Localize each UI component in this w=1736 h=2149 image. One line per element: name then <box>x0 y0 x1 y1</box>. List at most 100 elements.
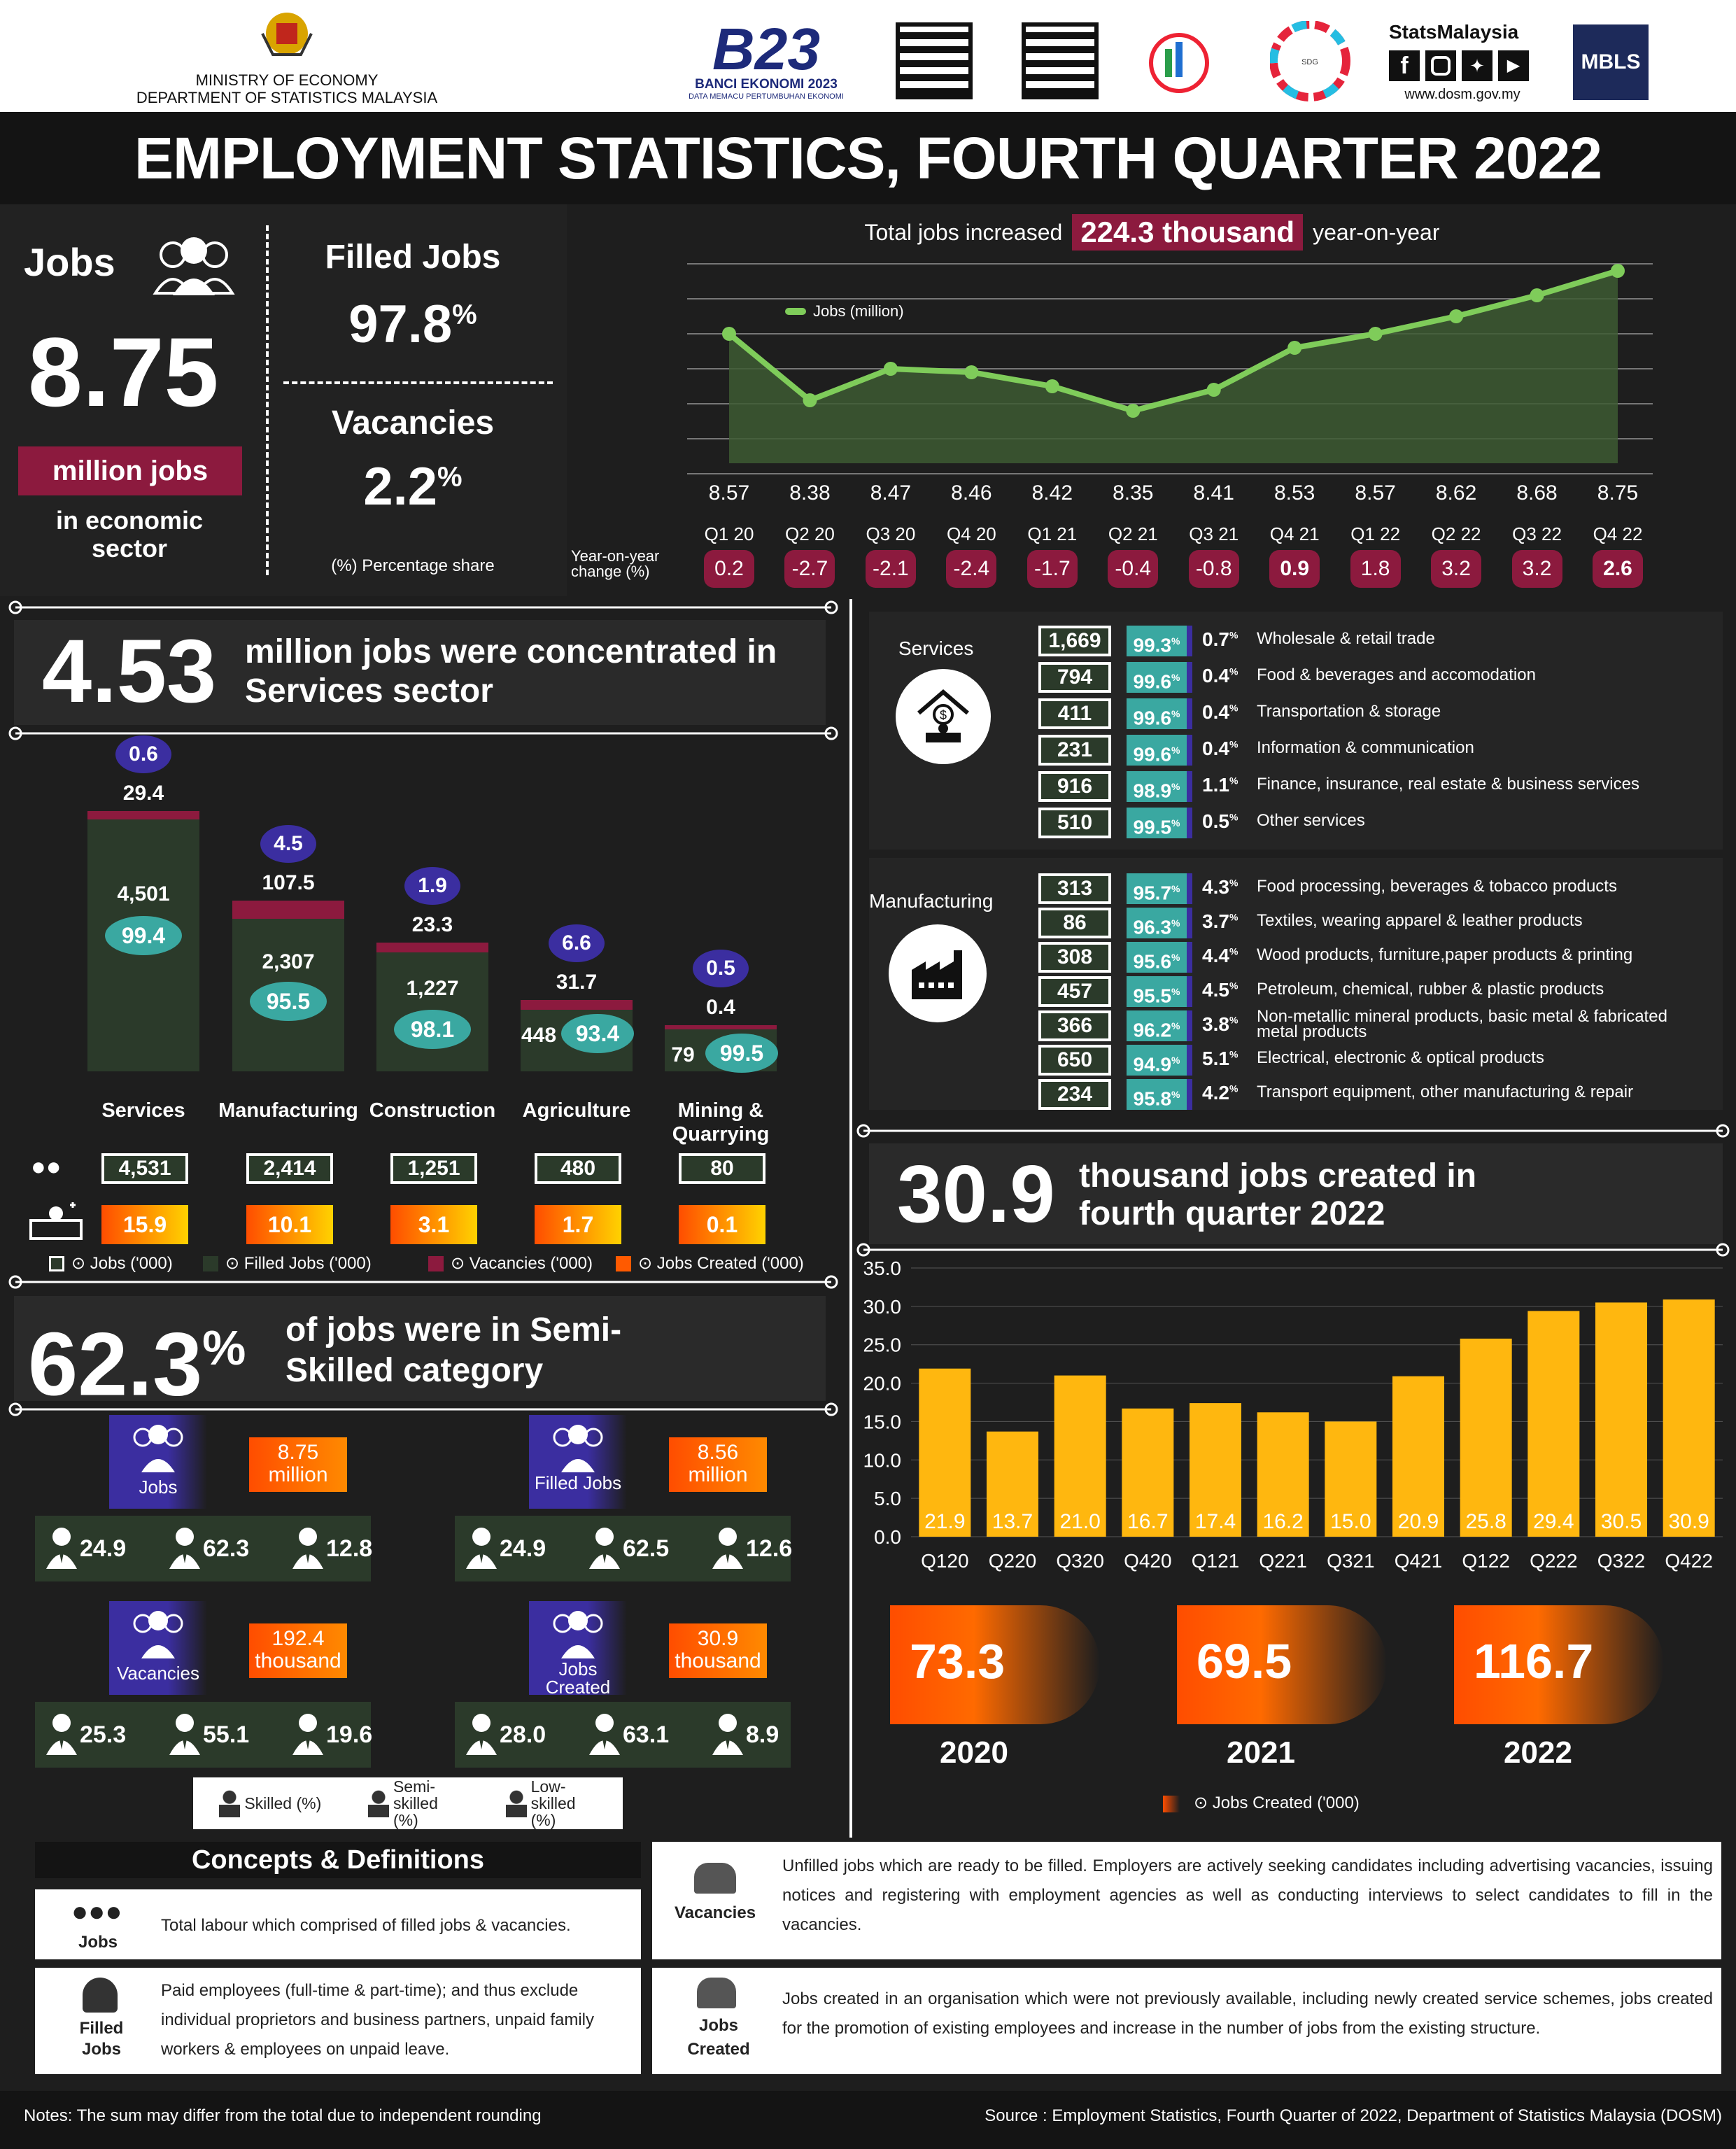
skill-block-total: 8.75 million <box>249 1437 347 1492</box>
vacancy-rate-ellipse: 0.5 <box>693 950 749 987</box>
trend-value-label: 8.46 <box>951 481 992 505</box>
low-skilled-person-icon <box>505 1789 527 1817</box>
skill-person-icon <box>45 1526 78 1570</box>
trend-quarter-label: Q1 20 <box>704 523 754 544</box>
subsector-vacancy-value: 0.4 <box>1202 701 1229 723</box>
twitter-icon[interactable]: ✦ <box>1462 50 1492 81</box>
skill-person-icon <box>291 1712 325 1756</box>
pct-sym: % <box>1171 917 1180 929</box>
svg-text:$: $ <box>940 708 947 722</box>
filled-label: Filled Jobs <box>325 239 501 276</box>
created-bar-label: 29.4 <box>1533 1510 1574 1533</box>
annual-block: 73.3 <box>890 1605 1100 1724</box>
legend-label: ⊙ Jobs Created ('000) <box>638 1254 804 1273</box>
subsector-vacancy-value: 3.7 <box>1202 910 1229 932</box>
created-bar-label: 25.8 <box>1465 1510 1506 1533</box>
jobs-created-row-desk-icon <box>28 1202 84 1241</box>
subsector-vacancy-value: 0.4 <box>1202 665 1229 686</box>
vacancy-bar <box>376 943 488 952</box>
pct-sym: % <box>1171 952 1180 963</box>
subsector-jobs-box: 1,669 <box>1038 626 1111 656</box>
jobs-desc: in economic sector <box>55 506 204 563</box>
department-label: DEPARTMENT OF STATISTICS MALAYSIA <box>136 89 438 106</box>
subsector-filled-value: 99.6 <box>1133 707 1172 729</box>
subsector-vacancy-rate: 3.8% <box>1202 1013 1251 1036</box>
legend-label: ⊙ Jobs ('000) <box>71 1254 173 1273</box>
sdg-logo: SDG <box>1269 20 1350 101</box>
subsector-jobs-box: 794 <box>1038 662 1111 693</box>
skill-row: 28.0 63.1 8.9 <box>455 1702 791 1768</box>
skills-legend: Skilled (%) Semi-skilled (%) Low-skilled… <box>193 1777 623 1829</box>
website-link[interactable]: www.dosm.gov.my <box>1404 87 1520 102</box>
subsector-vacancy-value: 4.4 <box>1202 945 1229 966</box>
facebook-qr-code-icon[interactable] <box>1022 22 1099 99</box>
youtube-icon[interactable]: ▶ <box>1498 50 1529 81</box>
def-created-icon <box>697 1978 736 2008</box>
annual-year: 2022 <box>1504 1735 1572 1770</box>
subsector-vacancy-rate: 0.7% <box>1202 628 1251 651</box>
def-created-label: Jobs Created <box>687 2016 750 2059</box>
vacancy-bar <box>87 811 199 819</box>
created-bar-label: 15.0 <box>1330 1510 1371 1533</box>
subsector-vacancy-rate: 4.5% <box>1202 979 1251 1001</box>
filled-rate-ellipse: 99.5 <box>705 1034 778 1073</box>
pct-sym: % <box>1229 665 1239 677</box>
services-sub-label: Services <box>898 637 974 659</box>
filled-pct: % <box>452 299 477 330</box>
trend-quarter-label: Q4 22 <box>1593 523 1643 544</box>
pct-sym: % <box>1229 1048 1239 1060</box>
trend-value-label: 8.53 <box>1273 481 1315 505</box>
low-skilled-value: 8.9 <box>746 1721 779 1748</box>
subsector-filled-box: 96.2% <box>1127 1010 1192 1041</box>
subsector-jobs-box: 308 <box>1038 942 1111 973</box>
skill-block-icon-box: Filled Jobs <box>529 1415 627 1509</box>
facebook-icon[interactable]: f <box>1389 50 1420 81</box>
subsector-jobs-box: 457 <box>1038 976 1111 1007</box>
skilled-value: 28.0 <box>500 1721 546 1748</box>
ministry-label: MINISTRY OF ECONOMY <box>195 71 379 89</box>
semi-skilled-value: 63.1 <box>623 1721 670 1748</box>
subsector-name: Finance, insurance, real estate & busine… <box>1257 775 1639 794</box>
subsector-name: Petroleum, chemical, rubber & plastic pr… <box>1257 980 1604 999</box>
trend-value-label: 8.75 <box>1597 481 1639 505</box>
created-heading-box: 30.9 thousand jobs created in fourth qua… <box>869 1143 1723 1244</box>
annual-blocks: 73.3 2020 69.5 2021 116.7 2022 ⊙ Jobs Created … <box>855 1598 1736 1836</box>
filled-rate-ellipse: 93.4 <box>561 1014 634 1053</box>
qr-code-icon[interactable] <box>896 22 973 99</box>
created-bar <box>1595 1302 1647 1537</box>
social-icons: f ✦ ▶ <box>1389 50 1529 81</box>
subsector-jobs-box: 411 <box>1038 698 1111 729</box>
filled-value-wrap: 97.8% <box>280 294 546 355</box>
trend-point <box>1611 264 1625 278</box>
yoy-change-pill: 3.2 <box>1511 550 1562 588</box>
skill-person-icon <box>45 1712 78 1756</box>
header: MINISTRY OF ECONOMY DEPARTMENT OF STATIS… <box>0 0 1736 112</box>
trend-point <box>1126 404 1141 418</box>
skills-heading-text: of jobs were in Semi-Skilled category <box>285 1311 622 1389</box>
subsector-name: Wood products, furniture,paper products … <box>1257 945 1633 964</box>
trend-value-label: 8.41 <box>1193 481 1234 505</box>
trend-quarter-label: Q3 21 <box>1189 523 1239 544</box>
subsector-vacancy-value: 5.1 <box>1202 1048 1229 1069</box>
pct-sym: % <box>1171 635 1180 647</box>
trend-point <box>883 362 898 376</box>
created-bar-label: 30.5 <box>1601 1510 1642 1533</box>
vacancy-bar <box>232 901 344 919</box>
subsector-name: Wholesale & retail trade <box>1257 629 1435 648</box>
subsector-filled-box: 95.7% <box>1127 873 1192 904</box>
instagram-icon[interactable] <box>1425 50 1456 81</box>
sector-panel: 4.53 million jobs were concentrated in S… <box>0 599 847 1302</box>
pct-sym: % <box>1171 708 1180 719</box>
manufacturing-sub-rows: 313 95.7% 4.3% Food processing, beverages &… <box>1023 859 1723 1111</box>
trend-quarter-label: Q4 20 <box>946 523 996 544</box>
created-xtick: Q322 <box>1597 1550 1646 1572</box>
skill-person-icon <box>711 1526 744 1570</box>
pct-sym: % <box>1229 702 1239 714</box>
legend-swatch <box>616 1256 631 1271</box>
created-xtick: Q420 <box>1124 1550 1172 1572</box>
footer-source: Source : Employment Statistics, Fourth Q… <box>985 2106 1722 2125</box>
subsector-filled-box: 99.6% <box>1127 735 1192 766</box>
def-created: Jobs Created Jobs created in an organisa… <box>652 1968 1721 2074</box>
subsector-filled-box: 98.9% <box>1127 771 1192 802</box>
sector-top-rule <box>8 600 838 614</box>
